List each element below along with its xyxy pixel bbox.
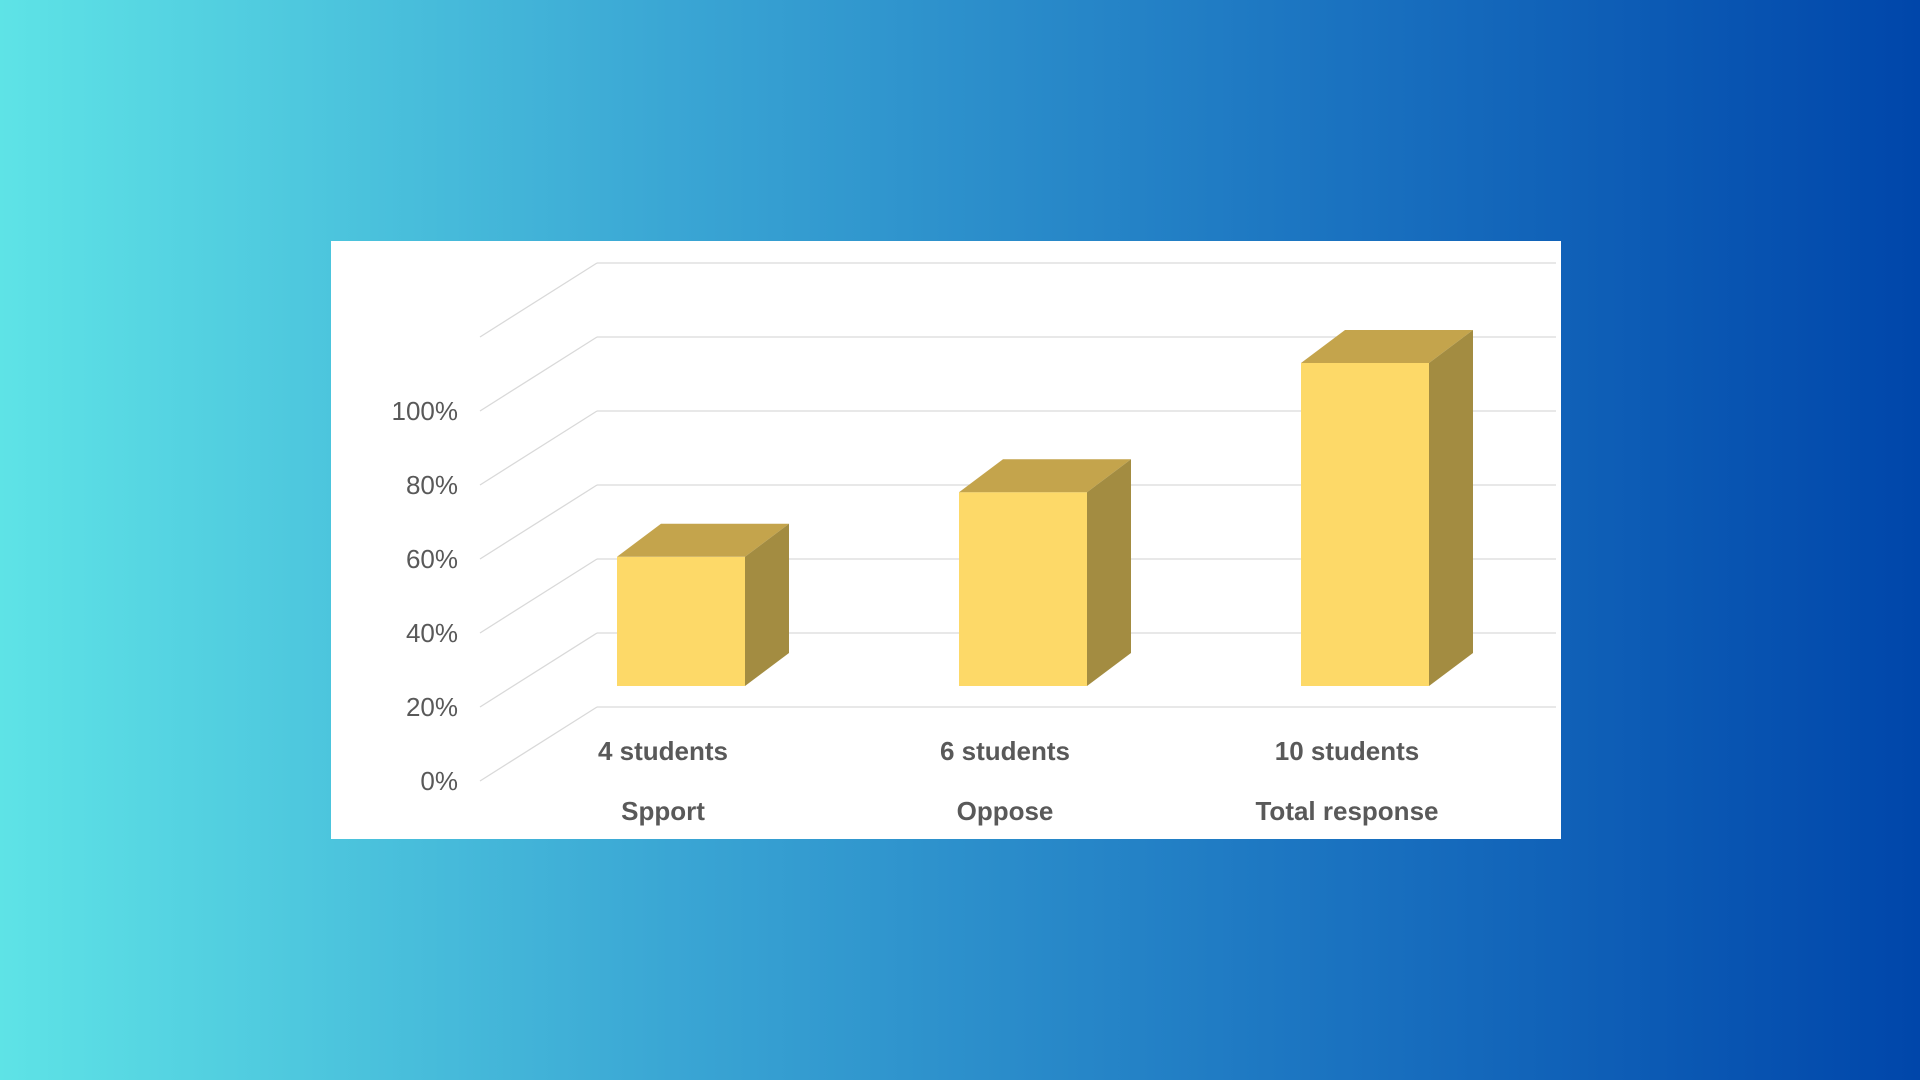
gridline-diagonal <box>479 410 598 486</box>
bar-top <box>617 523 789 557</box>
data-label: 6 students <box>940 736 1070 766</box>
category-label: Total response <box>1255 796 1438 826</box>
y-axis-ticks: 0% 20% 40% 60% 80% 100% <box>392 396 459 796</box>
gridline-diagonal <box>479 336 598 412</box>
data-label: 10 students <box>1275 736 1420 766</box>
gridline-diagonal <box>479 632 598 708</box>
bar-top <box>959 459 1131 493</box>
bar-top <box>1301 330 1473 363</box>
bar-side <box>745 523 789 686</box>
bar-front <box>1301 363 1429 686</box>
bars <box>617 330 1473 686</box>
y-tick-label: 60% <box>406 544 458 574</box>
gridline-diagonal <box>479 262 598 338</box>
y-tick-label: 20% <box>406 692 458 722</box>
gridline-diagonal <box>479 558 598 634</box>
data-label: 4 students <box>598 736 728 766</box>
y-tick-label: 100% <box>392 396 459 426</box>
bar-2 <box>959 459 1131 686</box>
bar-1 <box>617 523 789 686</box>
bar-side <box>1087 459 1131 686</box>
y-tick-label: 0% <box>420 766 458 796</box>
category-labels: 4 students Spport 6 students Oppose 10 stude… <box>598 736 1439 826</box>
gridline-diagonal <box>479 706 598 782</box>
bar-front <box>959 492 1087 686</box>
bar-3 <box>1301 330 1473 686</box>
chart-panel: 0% 20% 40% 60% 80% 100% 4 students Spport 6 stu… <box>331 241 1561 839</box>
category-label: Oppose <box>957 796 1054 826</box>
category-label: Spport <box>621 796 705 826</box>
y-tick-label: 40% <box>406 618 458 648</box>
bar-chart: 0% 20% 40% 60% 80% 100% 4 students Spport 6 stu… <box>392 262 1556 826</box>
bar-side <box>1429 330 1473 686</box>
bar-front <box>617 556 745 686</box>
gridline-diagonal <box>479 484 598 560</box>
y-tick-label: 80% <box>406 470 458 500</box>
